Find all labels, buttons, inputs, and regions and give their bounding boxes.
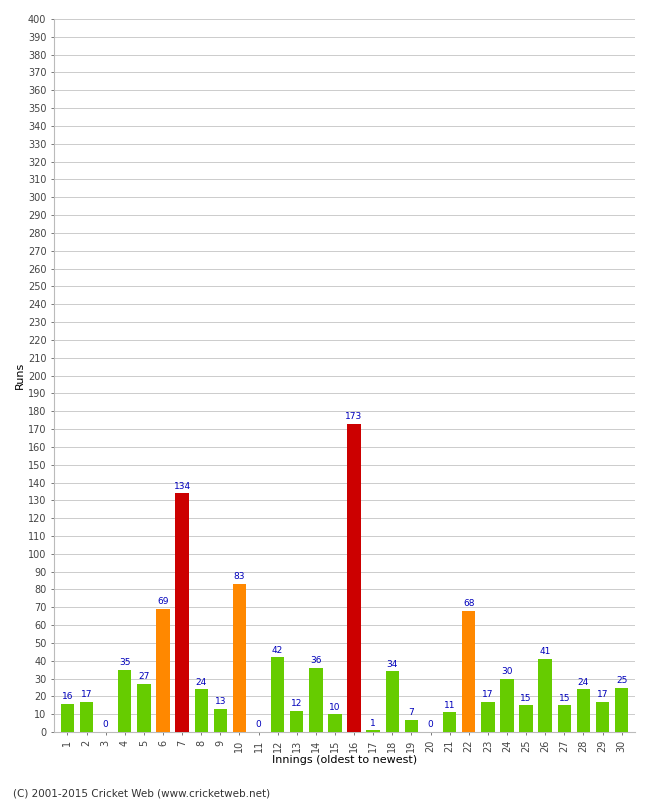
Bar [405,720,418,732]
Bar [385,671,399,732]
Text: 41: 41 [540,647,551,656]
Bar [462,611,475,732]
Text: 83: 83 [233,573,245,582]
Text: 13: 13 [214,698,226,706]
Text: 0: 0 [428,721,434,730]
Text: 17: 17 [597,690,608,699]
Bar [290,710,304,732]
Bar [194,690,208,732]
Bar [176,494,188,732]
Text: 10: 10 [329,702,341,711]
Text: 27: 27 [138,672,150,682]
Bar [558,706,571,732]
Text: 12: 12 [291,699,302,708]
Bar [156,609,170,732]
Text: 7: 7 [409,708,414,717]
Bar [367,730,380,732]
Text: 24: 24 [196,678,207,686]
Bar [118,670,131,732]
Text: 36: 36 [310,656,322,666]
X-axis label: Innings (oldest to newest): Innings (oldest to newest) [272,755,417,765]
Bar [538,659,552,732]
Text: 17: 17 [81,690,92,699]
Bar [577,690,590,732]
Bar [615,687,629,732]
Text: 69: 69 [157,598,169,606]
Y-axis label: Runs: Runs [15,362,25,389]
Text: 11: 11 [444,701,456,710]
Bar [233,584,246,732]
Text: 34: 34 [387,660,398,669]
Text: 173: 173 [345,412,363,421]
Bar [481,702,495,732]
Text: 42: 42 [272,646,283,654]
Bar [214,709,227,732]
Bar [271,658,284,732]
Text: 68: 68 [463,599,474,608]
Text: 25: 25 [616,676,627,685]
Bar [137,684,151,732]
Text: 30: 30 [501,667,513,676]
Text: 0: 0 [255,721,261,730]
Text: (C) 2001-2015 Cricket Web (www.cricketweb.net): (C) 2001-2015 Cricket Web (www.cricketwe… [13,788,270,798]
Bar [596,702,609,732]
Text: 0: 0 [103,721,109,730]
Bar [519,706,533,732]
Bar [347,424,361,732]
Bar [309,668,322,732]
Text: 15: 15 [558,694,570,702]
Bar [500,678,514,732]
Text: 24: 24 [578,678,589,686]
Text: 17: 17 [482,690,493,699]
Text: 35: 35 [119,658,131,667]
Bar [328,714,342,732]
Text: 16: 16 [62,692,73,701]
Bar [60,703,74,732]
Text: 1: 1 [370,718,376,728]
Text: 134: 134 [174,482,190,490]
Bar [443,713,456,732]
Bar [80,702,93,732]
Text: 15: 15 [520,694,532,702]
